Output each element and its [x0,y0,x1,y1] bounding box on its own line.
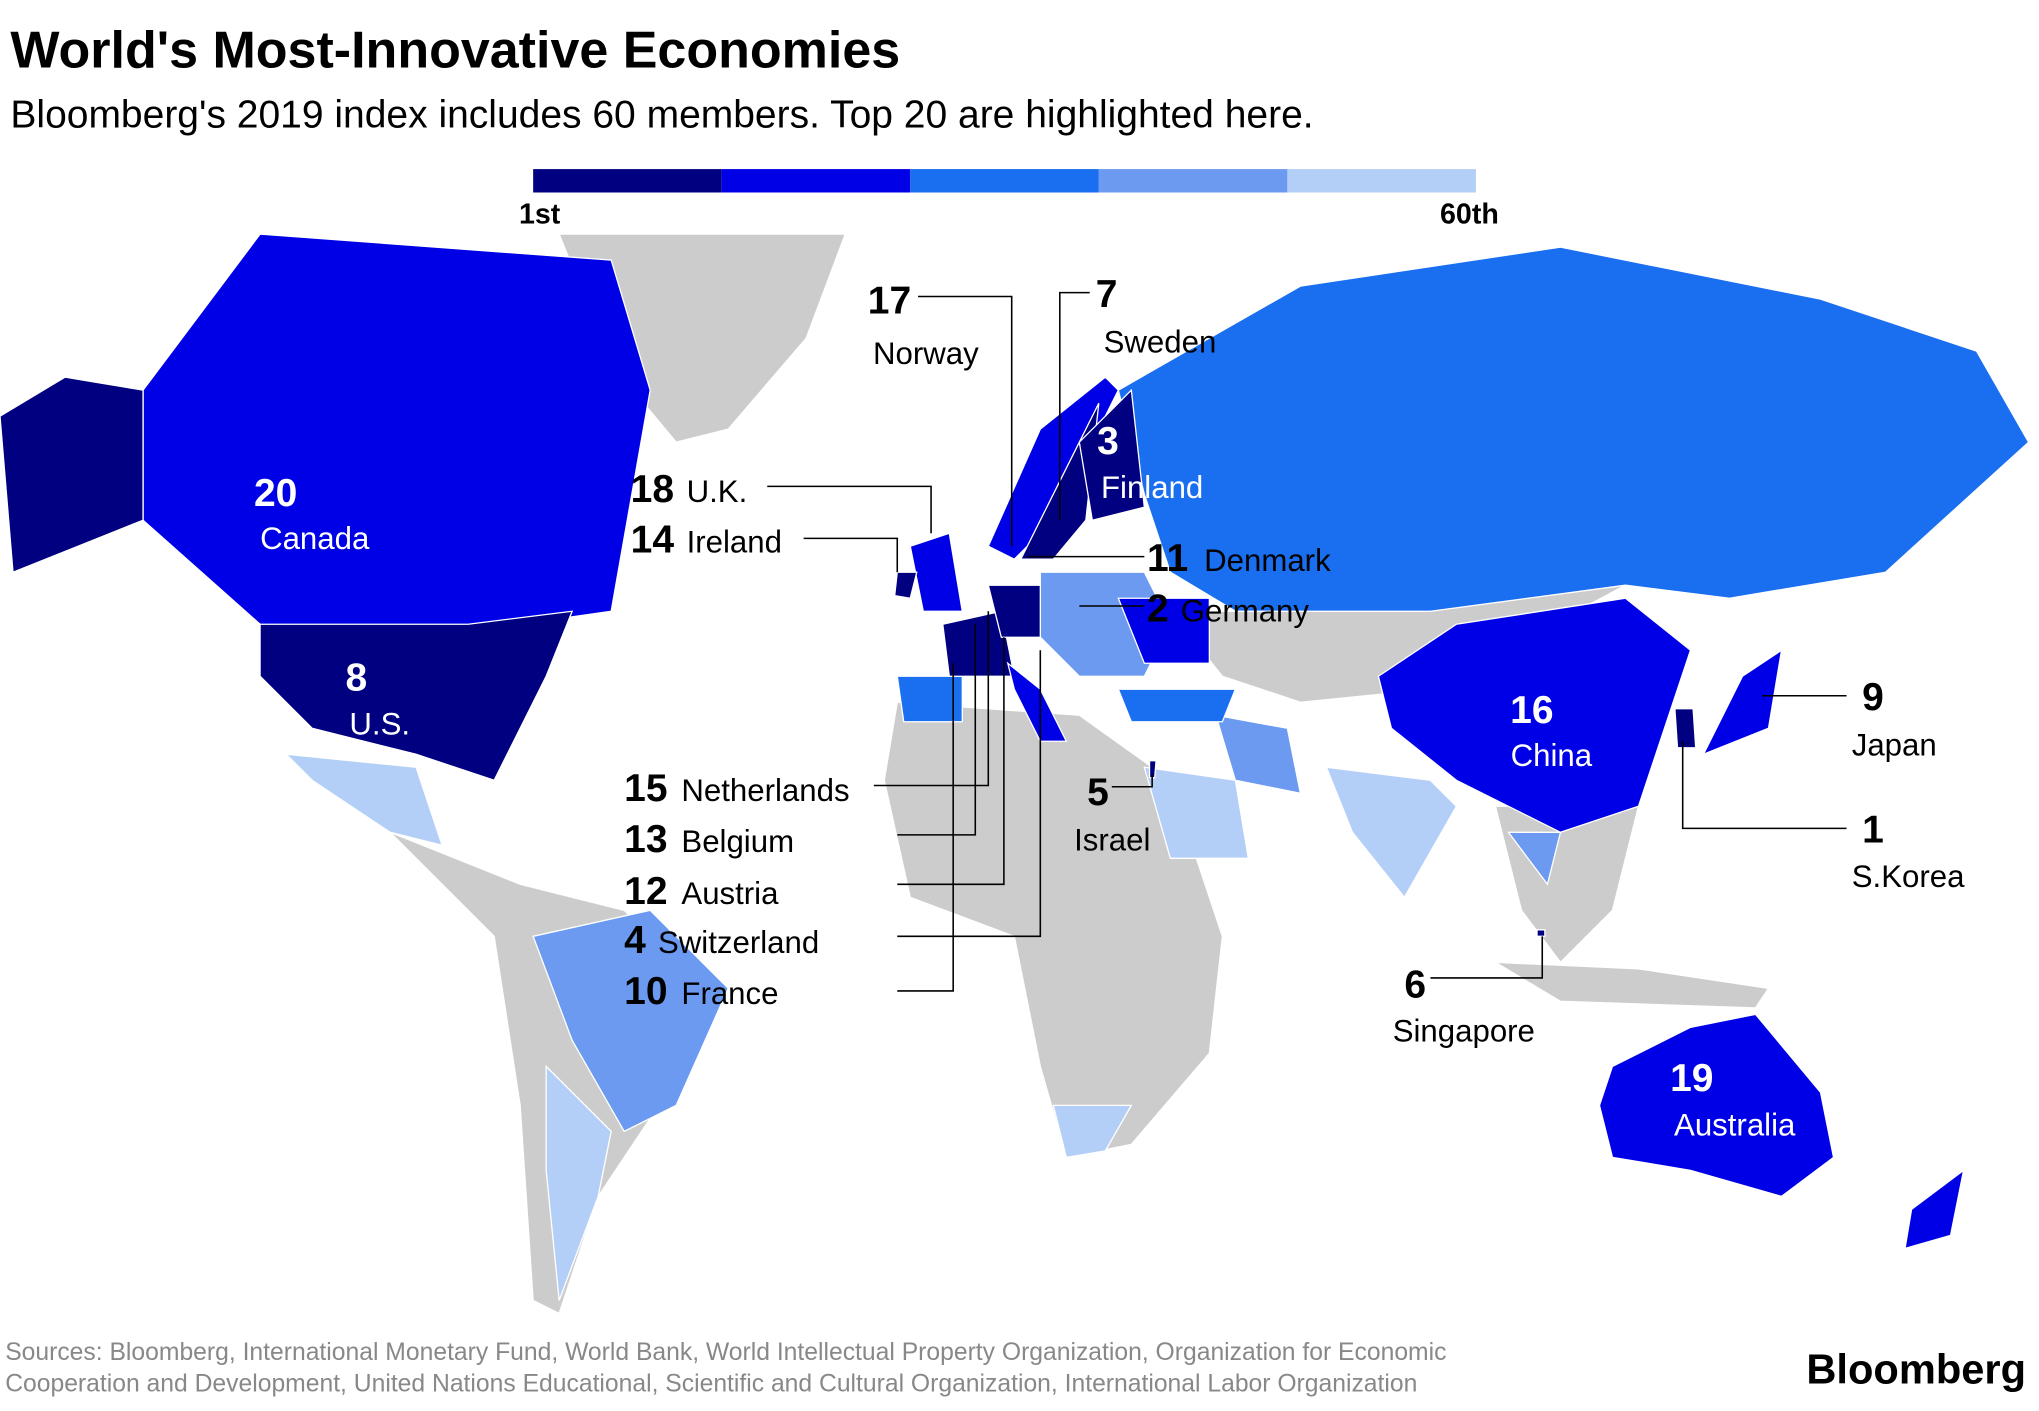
leader-austria [897,637,1005,886]
thailand [1507,831,1562,886]
leader-sweden [1059,291,1090,521]
leader-singapore [1430,936,1544,979]
country-label: France [681,976,778,1011]
country-label: U.K. [687,474,748,509]
country-label: Belgium [681,824,794,859]
rank-label: 10 [624,970,667,1013]
country-label: Japan [1852,728,1937,763]
uk [909,532,964,612]
rank-label: 16 [1510,689,1553,732]
country-label: Singapore [1393,1014,1535,1049]
leader-lines [767,291,1847,992]
legend-swatch [721,169,911,193]
leader-korea [1681,741,1847,830]
rank-label: 7 [1096,273,1118,316]
india [1325,766,1458,899]
rank-label: 14 [631,519,675,562]
country-label: Australia [1674,1107,1796,1142]
leader-uk [767,485,932,534]
new-zealand [1904,1168,1965,1250]
saudi-arabia [1143,766,1250,859]
china [1377,597,1692,833]
labels: 20 Canada 8 U.S. 17 Norway 7 Sweden 3 Finland 18 U.… [254,273,1965,1142]
source: Sources: Bloomberg, International Moneta… [5,1339,1446,1366]
leader-israel [1111,773,1153,788]
legend-swatch [533,169,722,193]
russia [1117,246,2030,612]
source: Cooperation and Development, United Nati… [5,1370,1417,1397]
rank-label: 11 [1147,537,1188,580]
italy [1006,661,1068,742]
leader-switzerland [897,650,1042,938]
canada [142,233,651,677]
country-label: Netherlands [681,773,849,808]
country-label: Israel [1074,822,1150,857]
legend-swatch [1287,169,1476,193]
rank-label: 2 [1147,588,1169,631]
country-label: China [1511,738,1593,773]
rank-label: 13 [624,818,667,861]
legend-swatch [1098,169,1288,193]
rank-label: 6 [1404,963,1426,1006]
iran [1214,714,1302,795]
ukraine [1117,597,1211,664]
rank-label: 17 [868,279,911,322]
country-label: Switzerland [658,925,819,960]
country-label: Germany [1181,594,1310,629]
leader-france [897,663,954,992]
country-label: Austria [681,876,779,911]
rank-label: 18 [631,468,674,511]
rank-label: 3 [1097,420,1119,463]
title: World's Most-Innovative Economies [10,22,900,80]
singapore [1536,929,1546,937]
south-africa [1052,1104,1133,1159]
country-label: Norway [873,336,979,371]
leader-norway [918,295,1013,547]
germany [987,584,1041,638]
brand: Bloomberg [1806,1346,2026,1393]
ireland [893,571,918,599]
rank-label: 1 [1862,809,1884,852]
finland [1078,388,1146,521]
world-map [0,233,2030,1315]
legend-high: 60th [1440,199,1499,231]
spain [896,675,963,723]
turkey [1117,688,1237,723]
leader-netherlands [873,611,990,787]
rank-label: 8 [345,657,367,700]
country-label: Canada [260,521,370,556]
norway [987,376,1120,560]
rank-label: 5 [1087,771,1109,814]
rank-label: 9 [1862,676,1884,719]
country-label: Denmark [1204,543,1331,578]
legend-swatch [910,169,1099,193]
korea [1674,708,1697,749]
rank-label: 4 [624,919,646,962]
country-label: Ireland [687,525,782,560]
rank-label: 15 [624,767,667,810]
australia [1598,1013,1835,1198]
subtitle: Bloomberg's 2019 index includes 60 membe… [10,93,1313,136]
brazil [532,909,729,1133]
leader-ireland [803,537,899,573]
rank-label: 19 [1670,1057,1713,1100]
mexico [284,753,444,847]
legend [533,169,1476,193]
country-label: Finland [1101,470,1203,505]
rank-label: 20 [254,472,297,515]
argentina [545,1064,612,1301]
leader-belgium [897,624,977,836]
legend-low: 1st [519,199,561,231]
country-label: U.S. [349,707,410,742]
israel [1148,760,1157,779]
indonesia [1495,961,1770,1009]
alaska [0,376,144,574]
japan [1702,648,1783,756]
country-label: Sweden [1104,324,1217,359]
country-label: S.Korea [1852,859,1965,894]
rank-label: 12 [624,870,667,913]
usa [259,610,574,782]
